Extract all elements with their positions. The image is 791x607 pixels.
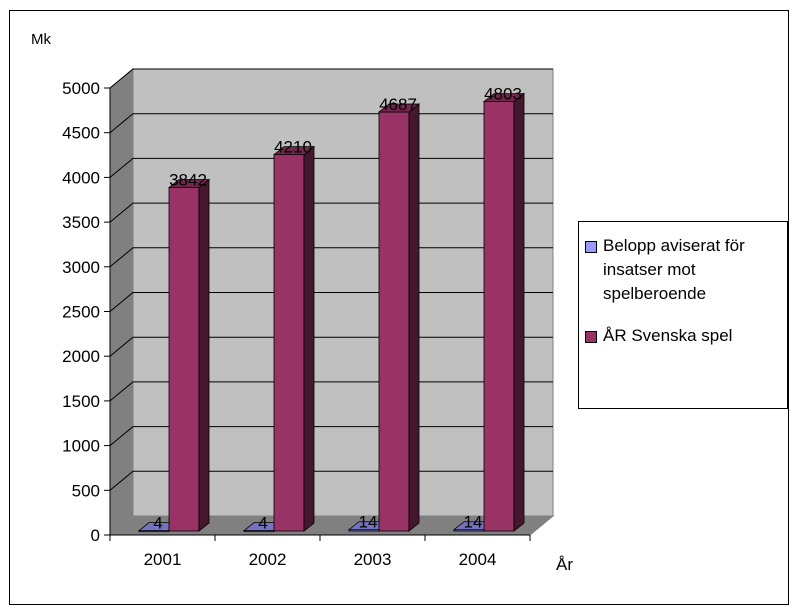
- bar-side: [303, 145, 315, 532]
- x-tick-label: 2002: [249, 550, 287, 569]
- bar-top: [482, 93, 526, 103]
- bar-front: [378, 111, 410, 532]
- y-tick-label: 1000: [62, 437, 100, 456]
- x-axis-label: År: [556, 555, 573, 574]
- x-tick-label: 2001: [144, 550, 182, 569]
- legend-label-svenska-spel: ÅR Svenska spel: [603, 326, 733, 345]
- bar-side: [408, 103, 420, 532]
- x-tick-label: 2004: [459, 550, 497, 569]
- y-tick-label: 3500: [62, 213, 100, 232]
- bar-front: [273, 154, 305, 532]
- legend-swatch-svenska-spel: [585, 331, 597, 343]
- legend: Belopp aviserat för insatser mot spelber…: [578, 221, 788, 409]
- bar-top: [272, 146, 316, 156]
- data-label: 4: [153, 514, 162, 533]
- data-label: 3842: [169, 171, 207, 190]
- data-label: 14: [359, 513, 378, 532]
- y-tick-label: 500: [72, 481, 100, 500]
- y-tick-label: 3000: [62, 258, 100, 277]
- legend-label-belopp: Belopp aviserat för insatser mot spelber…: [603, 236, 745, 303]
- data-label: 4: [258, 514, 267, 533]
- y-tick-label: 4000: [62, 168, 100, 187]
- y-tick-label: 2500: [62, 303, 100, 322]
- bar-side: [513, 92, 525, 532]
- data-label: 4210: [274, 138, 312, 157]
- data-label: 14: [464, 513, 483, 532]
- legend-item-svenska-spel: ÅR Svenska spel: [585, 324, 785, 348]
- y-tick-label: 4500: [62, 124, 100, 143]
- legend-item-belopp: Belopp aviserat för insatser mot spelber…: [585, 234, 785, 306]
- data-label: 4803: [484, 85, 522, 104]
- bar-front: [168, 187, 200, 532]
- y-tick-label: 2000: [62, 347, 100, 366]
- gridline: [109, 68, 553, 89]
- x-tick-label: 2003: [354, 550, 392, 569]
- bar-top: [167, 179, 211, 188]
- y-tick-label: 5000: [62, 79, 100, 98]
- bar-side: [198, 178, 210, 532]
- bar-front: [483, 101, 515, 532]
- y-axis-label: Mk: [31, 31, 51, 48]
- y-tick-label: 1500: [62, 392, 100, 411]
- data-label: 4687: [379, 95, 417, 114]
- y-tick-label: 0: [91, 526, 100, 545]
- bar-top: [377, 103, 421, 113]
- legend-swatch-belopp: [585, 241, 597, 253]
